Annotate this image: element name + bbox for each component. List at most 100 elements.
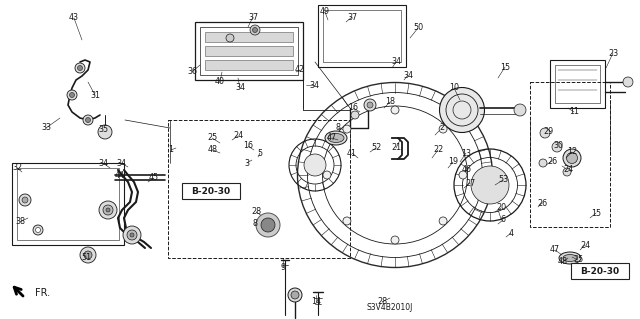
Text: S3V4B2010J: S3V4B2010J: [367, 303, 413, 313]
Circle shape: [80, 247, 96, 263]
Circle shape: [514, 104, 526, 116]
Circle shape: [83, 115, 93, 125]
Text: 43: 43: [69, 13, 79, 23]
Circle shape: [540, 128, 550, 138]
Circle shape: [623, 77, 633, 87]
Text: 44: 44: [115, 170, 125, 180]
Text: 32: 32: [12, 164, 22, 173]
Bar: [205, 60, 293, 70]
Bar: [323, 10, 401, 62]
Circle shape: [106, 208, 110, 212]
Text: 12: 12: [567, 147, 577, 157]
Circle shape: [563, 168, 571, 176]
Text: B-20-30: B-20-30: [580, 266, 620, 276]
Circle shape: [288, 288, 302, 302]
Circle shape: [351, 111, 359, 119]
Circle shape: [323, 171, 331, 179]
Text: 48: 48: [558, 257, 568, 266]
Circle shape: [127, 230, 137, 240]
Text: 46: 46: [462, 166, 472, 174]
Bar: [168, 120, 350, 258]
Text: 14: 14: [311, 298, 321, 307]
Circle shape: [552, 142, 562, 152]
Bar: [205, 46, 293, 56]
Text: 20: 20: [496, 204, 506, 212]
Text: 34: 34: [235, 84, 245, 93]
Text: 25: 25: [573, 256, 583, 264]
Ellipse shape: [440, 87, 484, 132]
Circle shape: [261, 218, 275, 232]
Circle shape: [33, 225, 43, 235]
Text: 35: 35: [98, 125, 108, 135]
Text: 16: 16: [348, 103, 358, 113]
Circle shape: [343, 125, 351, 133]
Circle shape: [253, 27, 257, 33]
Text: 42: 42: [295, 65, 305, 75]
Text: 5: 5: [257, 149, 262, 158]
Circle shape: [70, 93, 74, 98]
Circle shape: [35, 227, 40, 233]
Text: 38: 38: [15, 218, 25, 226]
Circle shape: [250, 25, 260, 35]
Ellipse shape: [325, 131, 347, 145]
Text: 8: 8: [335, 123, 340, 132]
Text: 2: 2: [440, 123, 445, 132]
Text: 25: 25: [207, 133, 217, 143]
Circle shape: [86, 117, 90, 122]
Bar: [17, 168, 119, 240]
Text: 33: 33: [41, 123, 51, 132]
Circle shape: [364, 99, 376, 111]
Text: FR.: FR.: [35, 288, 50, 298]
Text: 36: 36: [187, 68, 197, 77]
Circle shape: [67, 90, 77, 100]
Circle shape: [367, 102, 373, 108]
Text: 41: 41: [347, 149, 357, 158]
Text: 22: 22: [433, 145, 443, 154]
Text: 37: 37: [248, 12, 258, 21]
Bar: [318, 5, 406, 67]
Ellipse shape: [566, 152, 577, 164]
Text: 24: 24: [580, 241, 590, 249]
Text: 52: 52: [371, 144, 381, 152]
Circle shape: [291, 291, 299, 299]
Bar: [550, 60, 605, 108]
Ellipse shape: [304, 154, 326, 176]
Text: 34: 34: [309, 80, 319, 90]
Circle shape: [123, 226, 141, 244]
Circle shape: [439, 217, 447, 225]
Text: 9: 9: [280, 263, 285, 271]
Circle shape: [539, 159, 547, 167]
Circle shape: [103, 205, 113, 215]
Text: 11: 11: [569, 108, 579, 116]
Text: 30: 30: [553, 140, 563, 150]
Text: 50: 50: [413, 24, 423, 33]
Bar: [571, 263, 629, 279]
Text: 51: 51: [81, 253, 91, 262]
Ellipse shape: [559, 252, 581, 264]
Text: 34: 34: [98, 159, 108, 167]
Text: 47: 47: [327, 133, 337, 143]
Text: 24: 24: [563, 166, 573, 174]
Text: 31: 31: [90, 91, 100, 100]
Text: 27: 27: [465, 179, 475, 188]
Bar: [530, 82, 610, 227]
Circle shape: [391, 106, 399, 114]
Ellipse shape: [471, 166, 509, 204]
Text: 10: 10: [449, 84, 459, 93]
Text: 24: 24: [233, 131, 243, 140]
Bar: [205, 32, 293, 42]
Text: B-20-30: B-20-30: [191, 187, 230, 196]
Text: 19: 19: [448, 158, 458, 167]
Ellipse shape: [563, 255, 577, 262]
Text: 6: 6: [500, 216, 506, 225]
Circle shape: [343, 217, 351, 225]
Text: 45: 45: [149, 174, 159, 182]
Text: 26: 26: [547, 157, 557, 166]
Bar: [555, 65, 600, 103]
Ellipse shape: [563, 149, 581, 167]
Circle shape: [98, 125, 112, 139]
Text: 15: 15: [500, 63, 510, 71]
Text: 26: 26: [537, 198, 547, 207]
Bar: [12, 163, 124, 245]
Text: 1: 1: [168, 145, 173, 154]
